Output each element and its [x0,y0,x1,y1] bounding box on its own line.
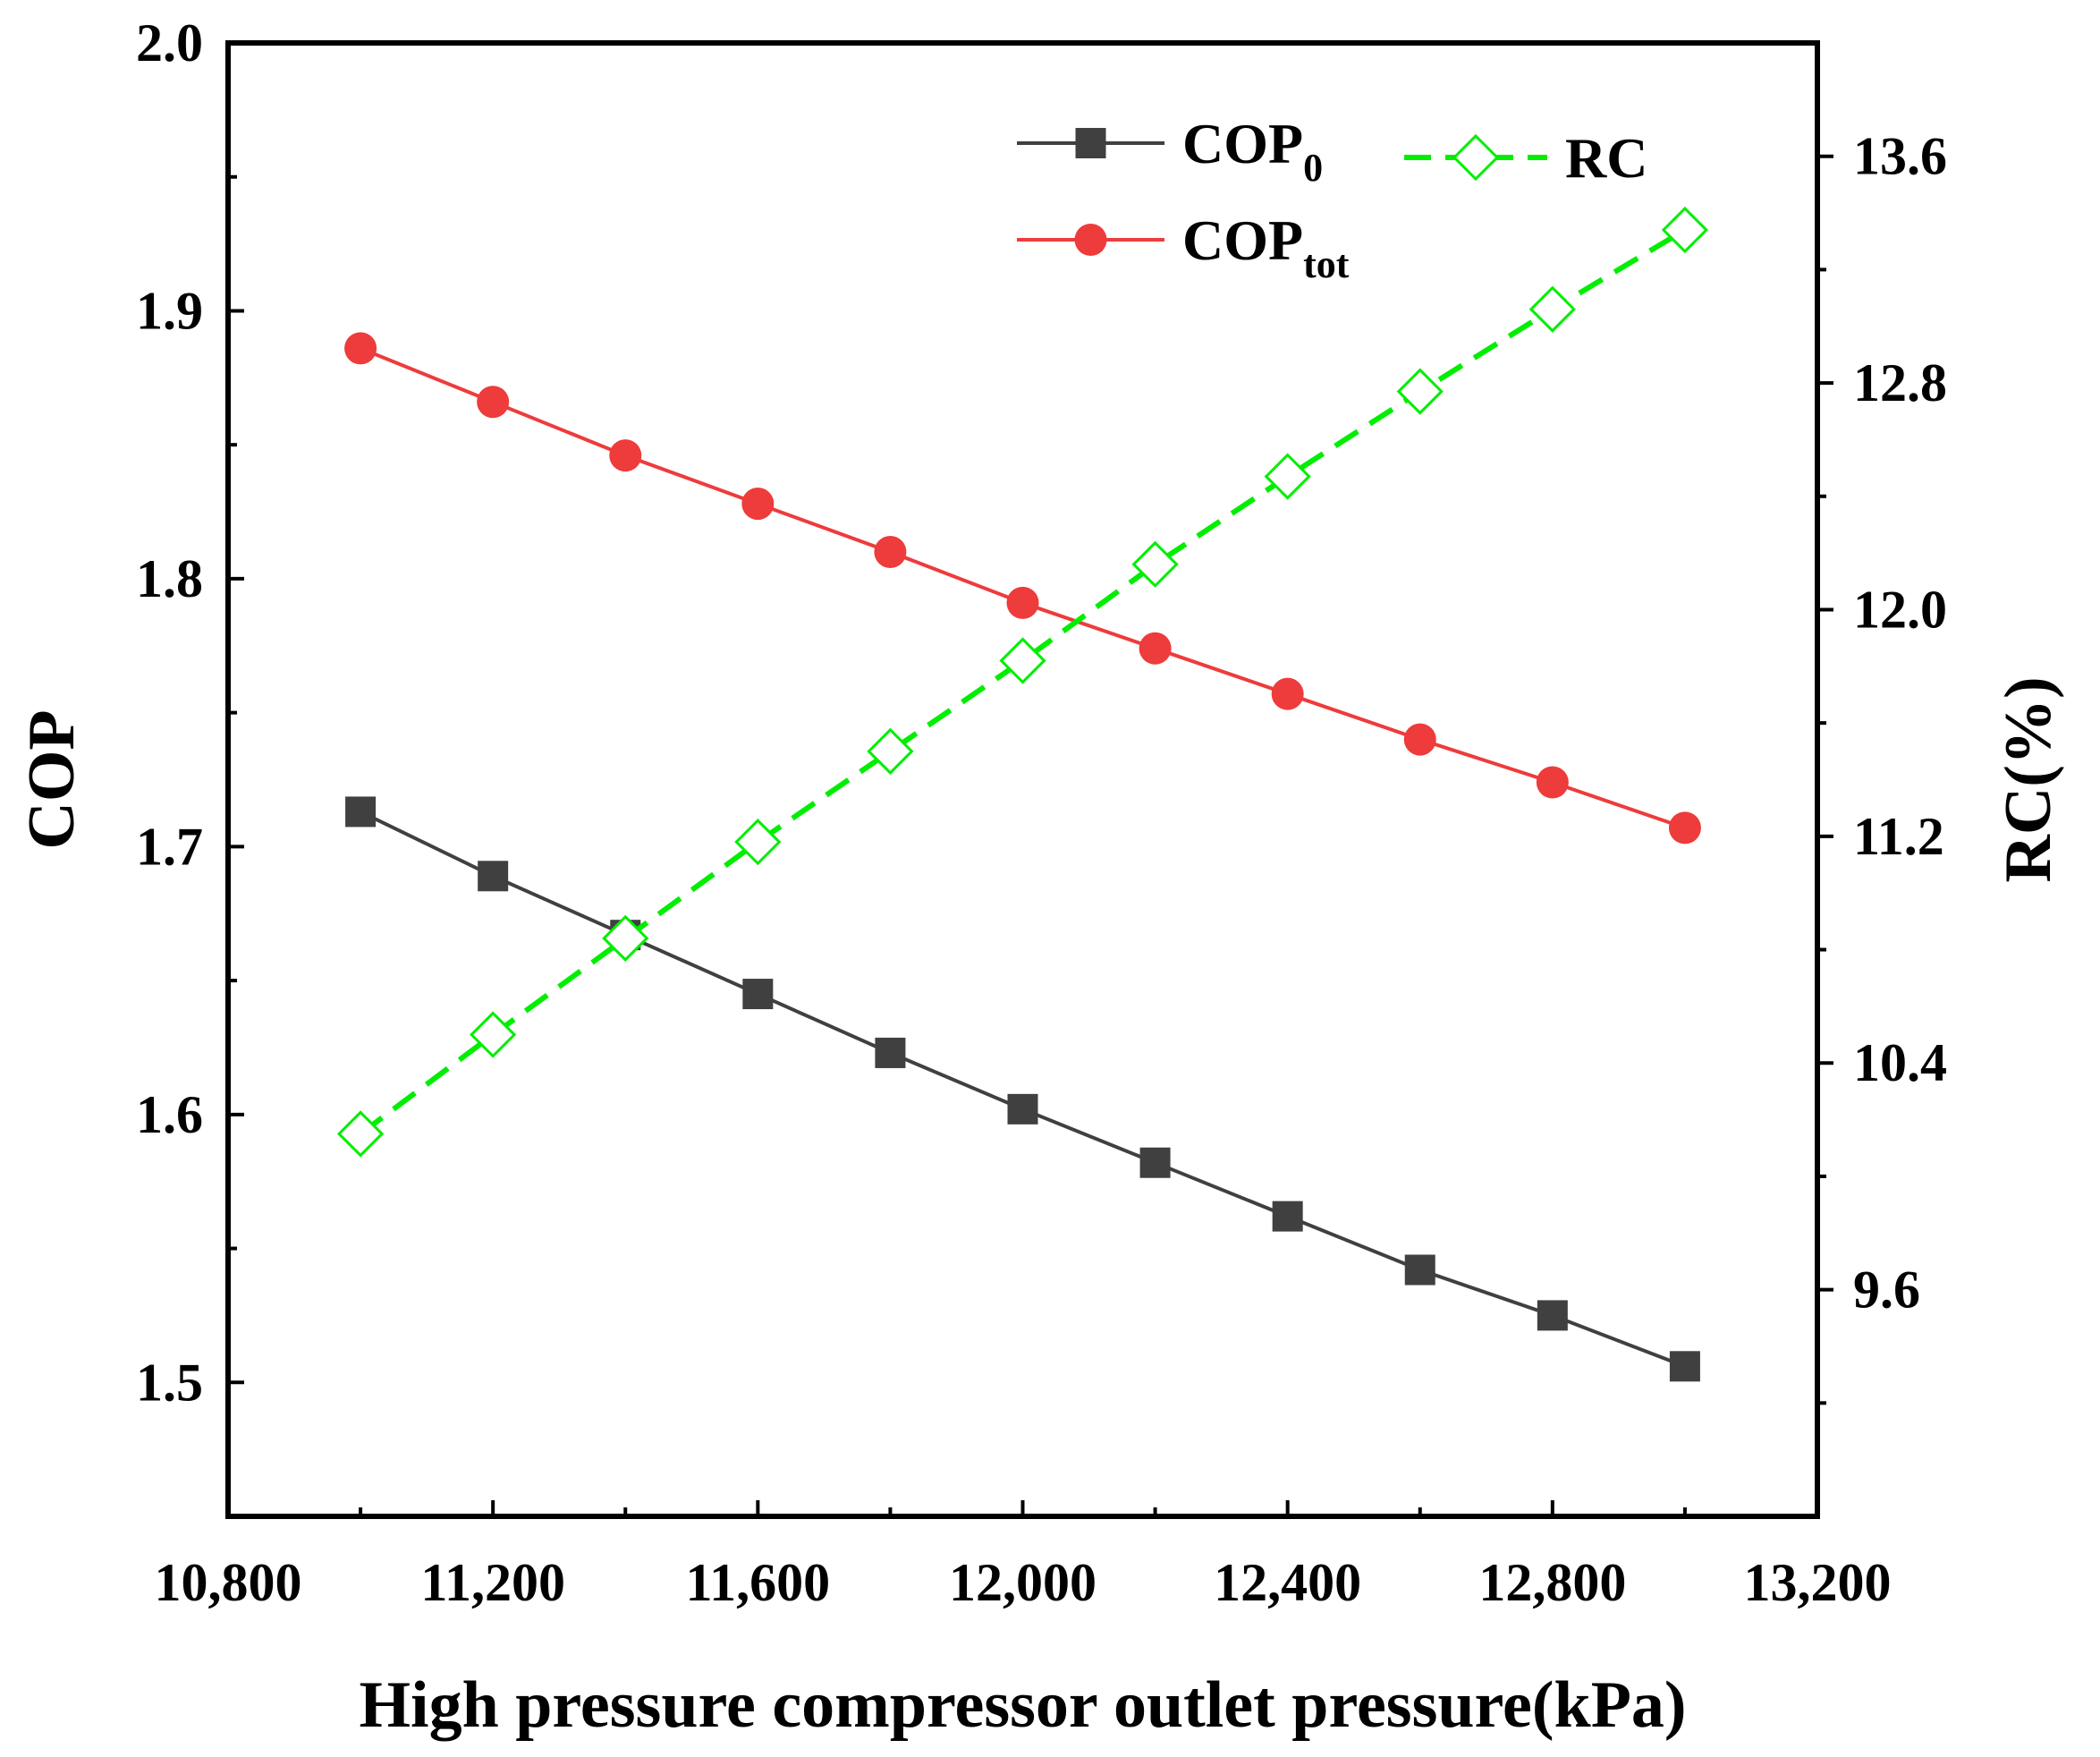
data-point-RC [734,819,782,866]
data-point-COP0 [742,979,774,1010]
y-right-tick-label: 10.4 [1853,1033,1947,1092]
y-axis-right-title: RC(%) [1992,676,2065,882]
series-COP0 [345,796,1700,1382]
legend-item-COP0: COP0 [1017,112,1323,190]
data-point-RC [1396,368,1444,415]
series-line-COP0 [360,810,1686,1369]
legend-label: RC [1565,126,1647,190]
data-point-COP0 [1007,1093,1038,1125]
data-point-COPtot [477,386,510,419]
y-left-tick-label: 1.6 [136,1085,203,1144]
data-point-COPtot [874,535,907,568]
data-point-COP0 [345,796,377,828]
series-RC [336,206,1709,1158]
legend-item-COPtot: COPtot [1017,208,1350,286]
data-point-RC [867,727,914,775]
data-point-RC [336,1110,385,1158]
data-point-RC [1264,453,1311,500]
x-tick-label: 12,000 [949,1553,1097,1612]
y-left-tick-label: 1.8 [136,549,203,608]
data-point-COPtot [1006,586,1039,619]
tick-labels: 10,800 11,200 11,600 12,000 12,400 12,800 13,2… [136,13,1947,1612]
data-point-COP0 [1537,1300,1568,1331]
data-point-COPtot [741,488,775,521]
data-point-COPtot [344,332,377,365]
legend-subscript: 0 [1303,146,1323,190]
data-point-COPtot [1271,677,1304,710]
data-point-RC [470,1011,517,1058]
y-right-tick-label: 9.6 [1853,1260,1920,1320]
data-point-COP0 [1404,1254,1435,1286]
legend-subscript: tot [1303,242,1350,286]
y-right-tick-label: 12.0 [1853,580,1947,639]
axis-ticks [226,41,1833,1518]
legend-label: COPtot [1182,208,1350,286]
y-left-tick-label: 1.5 [136,1353,203,1412]
data-point-COPtot [609,439,642,472]
x-tick-label: 11,600 [685,1553,830,1612]
data-point-RC [1131,540,1179,588]
legend-marker [1452,133,1500,182]
data-point-RC [999,637,1046,684]
legend-marker [1075,128,1106,158]
series-COPtot [344,332,1701,845]
y-axis-left-title: COP [15,709,89,849]
y-right-tick-label: 13.6 [1853,127,1947,186]
x-tick-label: 12,400 [1214,1553,1361,1612]
data-point-COPtot [1536,766,1569,799]
series-group [336,206,1709,1382]
y-left-tick-label: 1.7 [136,817,203,876]
x-tick-label: 13,200 [1744,1553,1892,1612]
y-right-tick-label: 12.8 [1853,353,1947,412]
data-point-COPtot [1668,811,1701,845]
legend-label: COP0 [1182,112,1323,190]
y-left-tick-label: 1.9 [136,281,203,340]
y-right-tick-label: 11.2 [1853,807,1944,866]
data-point-COP0 [1272,1201,1303,1232]
data-point-COPtot [1403,723,1436,756]
x-tick-label: 11,200 [420,1553,565,1612]
data-point-COP0 [478,861,509,892]
legend: COP0 COPtot RC [1017,112,1647,286]
data-point-RC [602,914,649,962]
data-point-COP0 [1669,1351,1700,1382]
x-tick-label: 12,800 [1478,1553,1626,1612]
y-left-tick-label: 2.0 [136,13,203,72]
data-point-RC [1661,206,1709,254]
data-point-COPtot [1139,632,1172,665]
data-point-COP0 [1139,1147,1171,1178]
data-point-RC [1528,285,1576,333]
legend-marker [1074,224,1107,256]
x-tick-label: 10,800 [155,1553,302,1612]
plot-frame [225,40,1820,1519]
x-axis-title: High pressure compressor outlet pressure… [359,1668,1686,1742]
legend-item-RC: RC [1404,126,1647,190]
data-point-COP0 [875,1037,906,1068]
